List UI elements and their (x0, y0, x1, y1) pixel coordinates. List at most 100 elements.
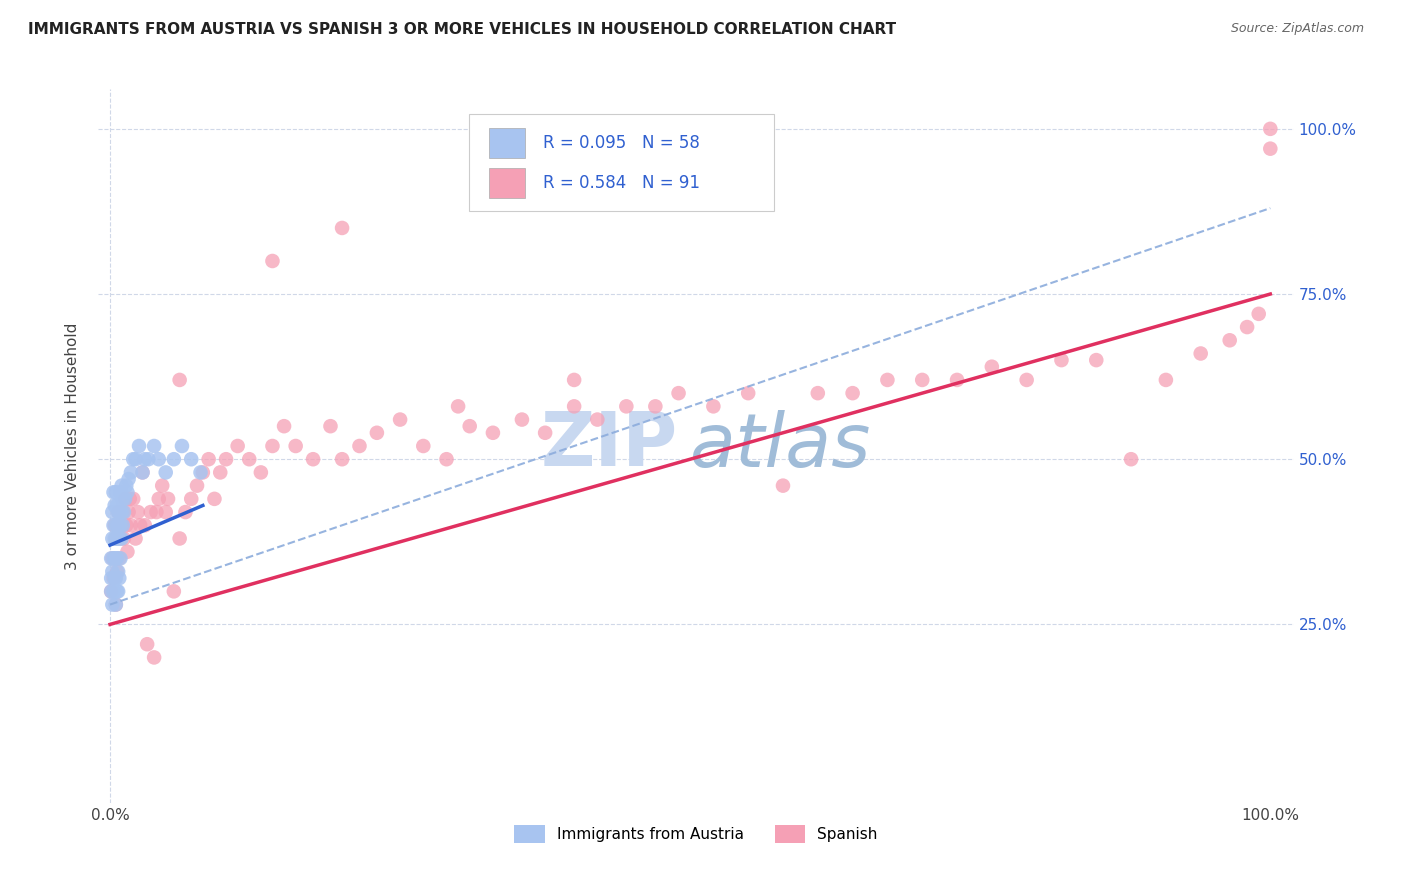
Point (122, 452, 145, 467)
Point (124, 452, 146, 467)
Point (100, 571, 122, 585)
Point (238, 452, 260, 467)
Point (143, 439, 166, 453)
Point (349, 439, 371, 453)
Point (127, 505, 149, 519)
Point (129, 518, 152, 533)
FancyBboxPatch shape (489, 169, 524, 198)
FancyBboxPatch shape (489, 128, 524, 159)
Point (104, 532, 127, 546)
Point (103, 584, 125, 599)
Point (1015, 373, 1038, 387)
Point (209, 466, 232, 480)
Point (191, 466, 214, 480)
Point (170, 439, 193, 453)
Point (150, 478, 173, 492)
Point (319, 419, 342, 434)
Point (136, 452, 159, 467)
Point (100, 551, 122, 566)
Point (111, 518, 134, 533)
Point (108, 551, 131, 566)
Point (139, 505, 162, 519)
Point (103, 571, 125, 585)
Point (110, 551, 132, 566)
Point (145, 505, 167, 519)
Point (104, 598, 127, 612)
Point (111, 478, 134, 492)
Point (117, 505, 139, 519)
Text: R = 0.095   N = 58: R = 0.095 N = 58 (543, 135, 700, 153)
Point (103, 485, 125, 500)
Text: atlas: atlas (690, 410, 872, 482)
Point (586, 412, 609, 426)
Point (100, 584, 122, 599)
Point (1085, 353, 1108, 368)
Point (447, 400, 470, 414)
Point (155, 505, 177, 519)
Point (131, 466, 153, 480)
Point (131, 466, 153, 480)
Point (389, 412, 412, 426)
Point (366, 425, 388, 440)
Point (807, 386, 830, 401)
Point (110, 485, 132, 500)
Point (104, 485, 127, 500)
Point (105, 584, 128, 599)
Point (108, 505, 131, 519)
Point (155, 466, 177, 480)
Point (101, 598, 124, 612)
Point (101, 532, 124, 546)
Point (100, 584, 122, 599)
Point (1189, 346, 1212, 360)
Point (104, 598, 127, 612)
Point (120, 466, 142, 480)
Text: Source: ZipAtlas.com: Source: ZipAtlas.com (1230, 22, 1364, 36)
Point (148, 452, 170, 467)
Point (250, 466, 273, 480)
Point (180, 491, 202, 506)
Point (330, 452, 353, 467)
Point (104, 499, 127, 513)
Point (668, 386, 690, 401)
Point (163, 452, 186, 467)
Point (510, 412, 533, 426)
Point (111, 505, 134, 519)
Point (412, 439, 434, 453)
Point (111, 505, 134, 519)
Point (120, 518, 142, 533)
Point (101, 551, 124, 566)
Point (1050, 353, 1073, 368)
Point (112, 505, 135, 519)
Point (180, 452, 202, 467)
Point (122, 491, 145, 506)
Point (562, 373, 585, 387)
Point (104, 571, 127, 585)
Point (284, 439, 307, 453)
Point (105, 551, 128, 566)
Point (169, 532, 191, 546)
Point (644, 400, 666, 414)
Point (124, 532, 146, 546)
Point (105, 532, 128, 546)
Point (104, 518, 127, 533)
Point (204, 491, 226, 506)
Point (614, 400, 637, 414)
Point (107, 532, 129, 546)
Point (111, 518, 134, 533)
Point (262, 439, 284, 453)
Point (302, 452, 325, 467)
Point (128, 439, 150, 453)
Text: IMMIGRANTS FROM AUSTRIA VS SPANISH 3 OR MORE VEHICLES IN HOUSEHOLD CORRELATION C: IMMIGRANTS FROM AUSTRIA VS SPANISH 3 OR … (28, 22, 896, 37)
Point (136, 637, 159, 651)
Point (876, 373, 898, 387)
Point (111, 491, 134, 506)
Point (458, 419, 481, 434)
Point (174, 505, 197, 519)
Point (114, 491, 136, 506)
Point (1236, 320, 1258, 334)
Point (104, 518, 127, 533)
Point (117, 545, 139, 559)
Point (107, 565, 129, 579)
Point (482, 425, 505, 440)
Point (107, 505, 129, 519)
